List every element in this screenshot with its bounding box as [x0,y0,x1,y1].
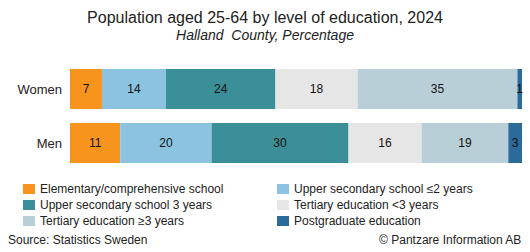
svg-text:19: 19 [458,136,472,150]
svg-text:Upper secondary school 3 years: Upper secondary school 3 years [40,198,212,212]
svg-text:Tertiary education <3 years: Tertiary education <3 years [294,198,438,212]
svg-text:Source: Statistics Sweden: Source: Statistics Sweden [8,233,147,247]
svg-text:Population aged 25-64 by level: Population aged 25-64 by level of educat… [87,9,443,26]
svg-text:Upper secondary school ≤2 year: Upper secondary school ≤2 years [294,182,473,196]
svg-text:20: 20 [159,136,173,150]
svg-text:Elementary/comprehensive schoo: Elementary/comprehensive school [40,182,223,196]
svg-text:3: 3 [512,136,519,150]
svg-text:11: 11 [89,136,102,150]
svg-text:Men: Men [37,136,62,151]
svg-text:© Pantzare Information AB: © Pantzare Information AB [379,233,521,247]
svg-text:24: 24 [214,82,228,96]
svg-text:Halland County, Percentage: Halland County, Percentage [176,27,354,43]
svg-text:1: 1 [516,82,523,96]
svg-text:Women: Women [17,82,62,97]
svg-text:35: 35 [431,82,445,96]
svg-text:Postgraduate education: Postgraduate education [294,214,421,228]
svg-text:14: 14 [127,82,141,96]
svg-text:18: 18 [310,82,324,96]
svg-text:Tertiary education ≥3 years: Tertiary education ≥3 years [40,214,184,228]
svg-text:7: 7 [83,82,90,96]
svg-text:30: 30 [273,136,287,150]
svg-text:16: 16 [378,136,392,150]
